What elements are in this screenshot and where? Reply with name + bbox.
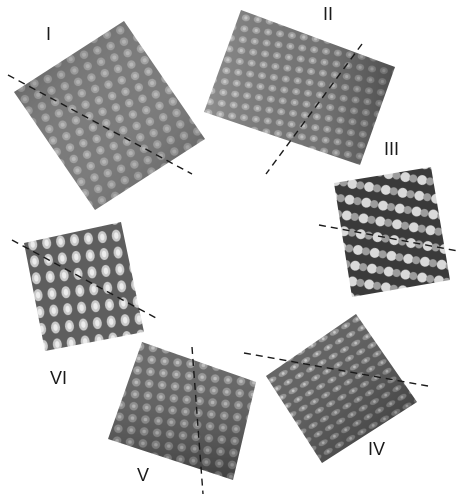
cut-line-II	[265, 43, 363, 175]
panel-label-I: I	[46, 24, 51, 44]
panel-label-III: III	[384, 139, 399, 159]
panel-III: III	[318, 139, 458, 297]
panel-VI: VI	[11, 222, 157, 388]
stm-image-III	[334, 167, 450, 297]
panel-label-II: II	[323, 4, 333, 24]
stm-image-VI	[24, 222, 144, 351]
cut-line-V	[191, 346, 204, 495]
panel-label-IV: IV	[368, 439, 385, 459]
panel-label-V: V	[137, 465, 149, 485]
cut-line-I	[7, 74, 193, 175]
panel-label-VI: VI	[50, 368, 67, 388]
panel-I: I	[7, 21, 205, 210]
panel-II: II	[204, 4, 395, 175]
panel-IV: IV	[243, 314, 429, 463]
cut-line-VI	[11, 239, 157, 319]
panel-V: V	[108, 342, 256, 495]
